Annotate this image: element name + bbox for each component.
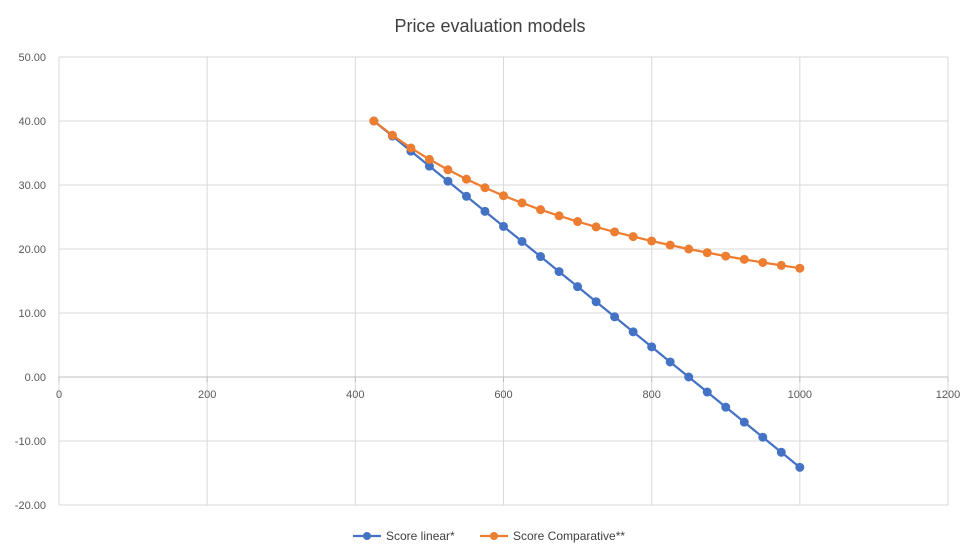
data-point bbox=[684, 244, 694, 254]
data-point bbox=[591, 297, 601, 307]
legend-label: Score linear* bbox=[386, 529, 455, 543]
data-point bbox=[758, 432, 768, 442]
data-point bbox=[776, 447, 786, 457]
series-line bbox=[373, 120, 800, 270]
y-tick-label: 50.00 bbox=[18, 52, 46, 64]
gridlines bbox=[58, 56, 949, 506]
data-point bbox=[424, 154, 434, 164]
legend-entry: Score linear* bbox=[353, 529, 455, 543]
data-point bbox=[554, 211, 564, 221]
series-2 bbox=[369, 116, 805, 273]
data-point bbox=[684, 372, 694, 382]
x-tick-label: 200 bbox=[198, 389, 216, 401]
axes: -20.00 -10.00 0.00 10.00 20.00 30.00 40.00 50.0… bbox=[15, 52, 960, 512]
data-point bbox=[628, 232, 638, 242]
data-point bbox=[536, 205, 546, 215]
x-tick-label: 1000 bbox=[788, 389, 812, 401]
data-point bbox=[739, 254, 749, 264]
data-point bbox=[499, 191, 508, 201]
legend-marker bbox=[363, 532, 371, 540]
data-point bbox=[406, 143, 416, 153]
y-tick-label: 20.00 bbox=[18, 244, 46, 256]
x-tick-label: 0 bbox=[56, 389, 62, 401]
data-point bbox=[536, 252, 546, 262]
data-point bbox=[369, 116, 379, 126]
legend-marker bbox=[490, 532, 498, 540]
data-point bbox=[610, 312, 620, 322]
data-point bbox=[499, 221, 508, 231]
data-point bbox=[573, 217, 583, 227]
data-point bbox=[591, 222, 601, 232]
data-point bbox=[721, 402, 731, 412]
data-point bbox=[665, 357, 675, 367]
data-point bbox=[443, 176, 453, 186]
y-tick-label: 40.00 bbox=[18, 116, 46, 128]
data-point bbox=[795, 263, 805, 273]
data-point bbox=[387, 130, 397, 140]
data-point bbox=[702, 387, 712, 397]
y-tick-label: 0.00 bbox=[25, 372, 46, 384]
x-tick-label: 800 bbox=[642, 389, 660, 401]
y-tick-label: -10.00 bbox=[15, 436, 46, 448]
data-point bbox=[702, 248, 712, 258]
series-line bbox=[373, 120, 801, 469]
data-point bbox=[721, 251, 731, 261]
data-point bbox=[628, 327, 638, 337]
data-point bbox=[647, 342, 657, 352]
data-point bbox=[480, 183, 490, 193]
chart-title: Price evaluation models bbox=[394, 16, 585, 36]
data-point bbox=[647, 236, 657, 246]
data-point bbox=[443, 165, 453, 175]
x-tick-label: 400 bbox=[346, 389, 364, 401]
data-point bbox=[758, 258, 768, 268]
legend: Score linear* Score Comparative** bbox=[353, 529, 625, 543]
data-point bbox=[461, 174, 471, 184]
y-tick-label: 30.00 bbox=[18, 180, 46, 192]
data-point bbox=[776, 260, 786, 270]
data-point bbox=[573, 282, 583, 292]
legend-label: Score Comparative** bbox=[513, 529, 625, 543]
data-point bbox=[554, 267, 564, 277]
data-point bbox=[739, 417, 749, 427]
series-1 bbox=[369, 116, 805, 472]
data-point bbox=[461, 191, 471, 201]
y-tick-label: -20.00 bbox=[15, 500, 46, 512]
data-point bbox=[517, 198, 527, 208]
data-point bbox=[480, 206, 490, 216]
y-tick-label: 10.00 bbox=[18, 308, 46, 320]
data-point bbox=[665, 240, 675, 250]
data-point bbox=[795, 462, 805, 472]
x-tick-label: 600 bbox=[494, 389, 512, 401]
data-point bbox=[517, 236, 527, 246]
legend-entry: Score Comparative** bbox=[480, 529, 625, 543]
data-point bbox=[610, 227, 620, 237]
x-tick-label: 1200 bbox=[936, 389, 960, 401]
plot-area bbox=[369, 116, 805, 472]
